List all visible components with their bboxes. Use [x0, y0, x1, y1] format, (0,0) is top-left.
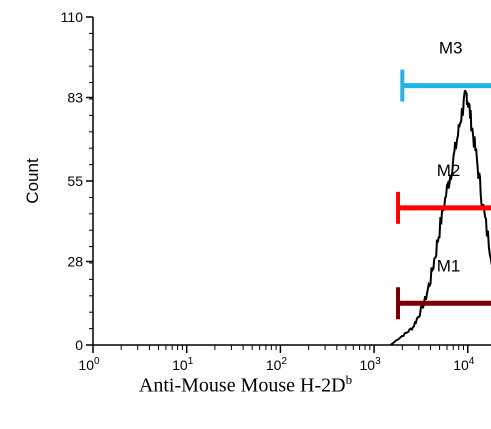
x-axis-label-superscript: b	[345, 372, 353, 387]
y-tick-label: 83	[67, 90, 83, 106]
y-tick-label: 0	[75, 337, 83, 353]
x-tick-label: 101	[172, 356, 194, 370]
x-tick-label: 104	[453, 356, 475, 370]
x-axis-label: Anti-Mouse Mouse H-2Db	[0, 372, 491, 398]
x-axis-label-text: Anti-Mouse Mouse H-2D	[138, 374, 346, 397]
y-tick-label: 110	[61, 9, 84, 25]
y-tick-label: 55	[67, 173, 83, 189]
plot-area: 0285583110100101102103104105106107CountM…	[23, 9, 491, 370]
gate-label-m3: M3	[439, 39, 463, 58]
x-tick-label: 103	[360, 356, 382, 370]
histogram-trace	[389, 89, 491, 346]
gate-label-m1: M1	[437, 256, 461, 275]
y-axis-label: Count	[23, 158, 42, 204]
x-tick-label: 100	[78, 356, 100, 370]
x-tick-label: 102	[266, 356, 288, 370]
y-tick-label: 28	[67, 254, 83, 270]
gate-label-m2: M2	[437, 161, 461, 180]
